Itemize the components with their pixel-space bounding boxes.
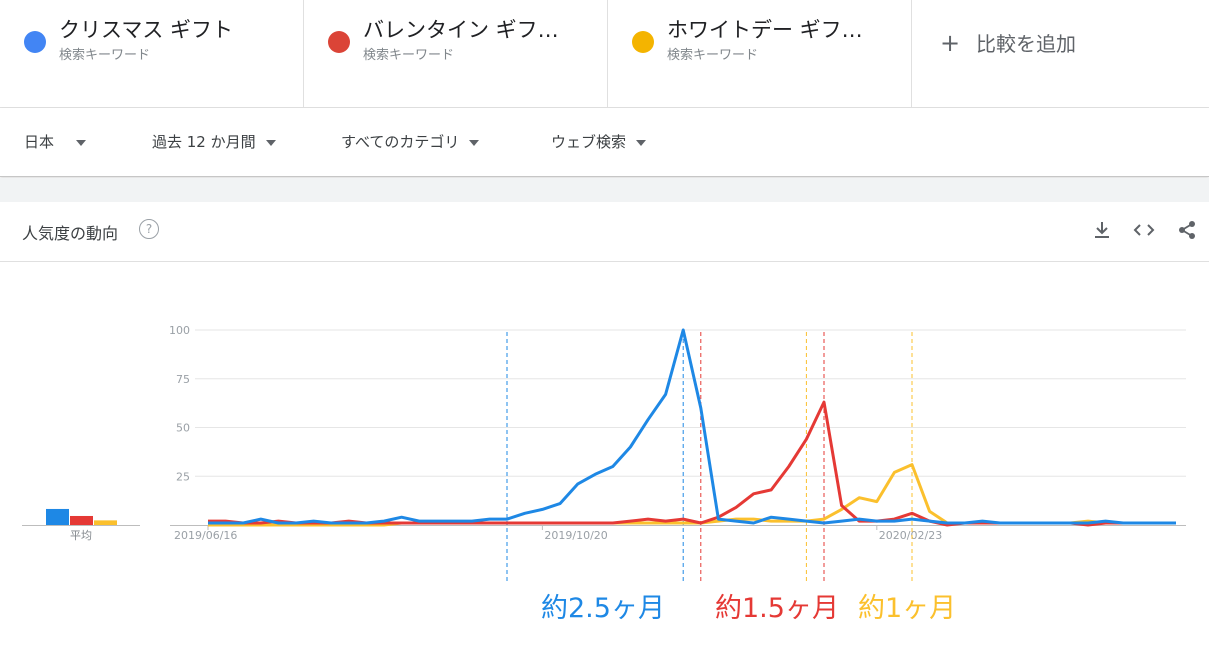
card-title: 人気度の動向 xyxy=(22,224,119,243)
term-name[interactable]: ホワイトデー ギフ… xyxy=(667,18,863,42)
interest-over-time-card: 人気度の動向 ? xyxy=(0,202,1209,645)
term-name[interactable]: クリスマス ギフト xyxy=(59,18,234,42)
search-terms-bar: クリスマス ギフト 検索キーワード バレンタイン ギフ… 検索キーワード ホワイ… xyxy=(0,0,1209,108)
caret-down-icon xyxy=(76,139,87,146)
term-card-3[interactable]: ホワイトデー ギフ… 検索キーワード xyxy=(608,0,912,107)
embed-icon[interactable] xyxy=(1133,220,1155,242)
region-label: 日本 xyxy=(24,133,55,151)
term-type: 検索キーワード xyxy=(59,48,151,63)
download-icon[interactable] xyxy=(1091,220,1113,242)
share-icon[interactable] xyxy=(1176,220,1198,242)
caret-down-icon xyxy=(265,139,276,146)
filter-bar: 日本 過去 12 か月間 すべてのカテゴリ ウェブ検索 xyxy=(0,108,1209,177)
term-name[interactable]: バレンタイン ギフ… xyxy=(363,18,559,42)
category-label: すべてのカテゴリ xyxy=(341,133,460,151)
period-dropdown[interactable]: 過去 12 か月間 xyxy=(152,131,276,152)
term-color-dot xyxy=(632,31,654,53)
term-color-dot xyxy=(24,31,46,53)
caret-down-icon xyxy=(636,139,647,146)
caret-down-icon xyxy=(469,139,480,146)
search-type-label: ウェブ検索 xyxy=(551,133,627,151)
search-type-dropdown[interactable]: ウェブ検索 xyxy=(551,131,647,152)
add-compare-label: 比較を追加 xyxy=(976,32,1076,56)
period-label: 過去 12 か月間 xyxy=(152,133,256,151)
section-divider xyxy=(0,178,1209,202)
add-compare-button[interactable]: + 比較を追加 xyxy=(940,28,1076,57)
term-type: 検索キーワード xyxy=(363,48,455,63)
plus-icon: + xyxy=(940,29,961,57)
term-card-1[interactable]: クリスマス ギフト 検索キーワード xyxy=(0,0,304,107)
term-color-dot xyxy=(328,31,350,53)
term-type: 検索キーワード xyxy=(667,48,759,63)
category-dropdown[interactable]: すべてのカテゴリ xyxy=(341,131,480,152)
card-header: 人気度の動向 ? xyxy=(0,202,1209,262)
region-dropdown[interactable]: 日本 xyxy=(24,131,87,152)
help-icon[interactable]: ? xyxy=(139,219,159,239)
term-card-2[interactable]: バレンタイン ギフ… 検索キーワード xyxy=(304,0,608,107)
